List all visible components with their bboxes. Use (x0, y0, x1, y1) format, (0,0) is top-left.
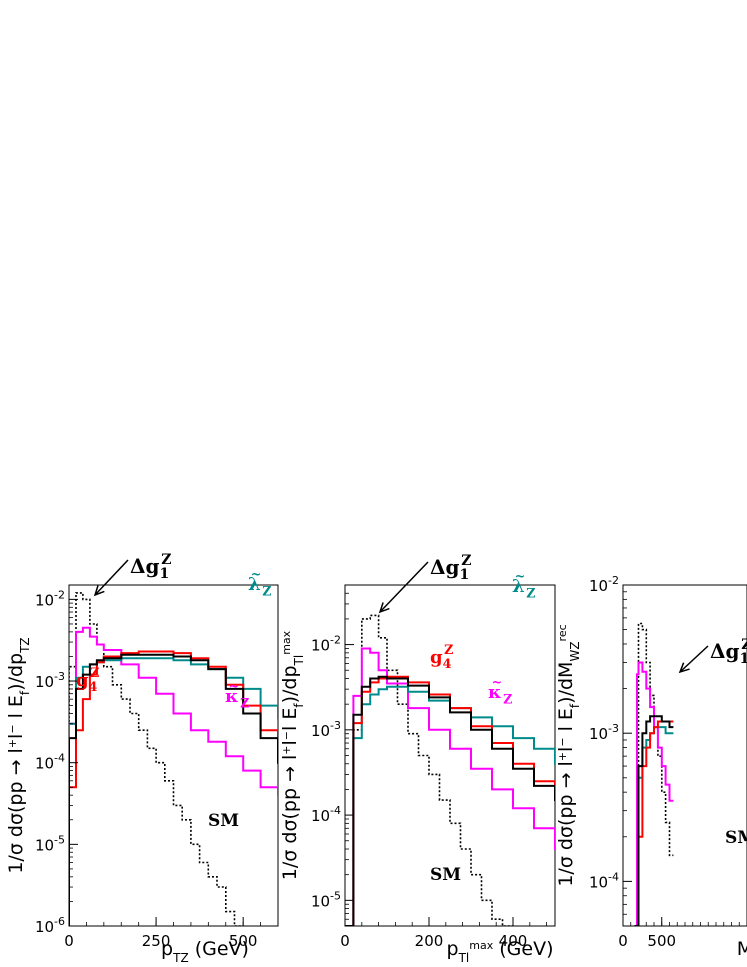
series-group (345, 614, 555, 926)
series-line-4 (634, 715, 674, 926)
y-tick-label: 10-3 (589, 722, 619, 743)
y-tick-label: 10-2 (589, 574, 619, 595)
label-delta-g1z: Δg1Z (430, 553, 472, 583)
y-tick-label: 10-4 (311, 804, 341, 825)
x-tick-label: 0 (340, 932, 350, 950)
y-tick-label: 10-4 (589, 870, 619, 891)
series-group (69, 592, 278, 926)
x-axis-label: pTZ (GeV) (161, 938, 249, 965)
plot-frame (68, 584, 279, 927)
x-tick-label: 0 (64, 932, 74, 950)
y-tick-label: 10-2 (311, 634, 341, 655)
annotation-arrow (379, 561, 429, 613)
series-line-3 (345, 675, 555, 926)
label-delta-g1z: Δg1Z (130, 552, 172, 582)
series-line-4 (345, 675, 555, 926)
label-kappa-z: κ~Z (488, 674, 512, 706)
panel-m-wz-rec: 0 500 10-4 10-3 10-2 M 1/σ dσ(pp → l+l− l Ef)/… (555, 574, 747, 960)
label-delta-g1z: Δg1Z (710, 637, 747, 667)
y-tick-label: 10-3 (35, 670, 65, 691)
x-tick-label: 200 (415, 932, 444, 950)
series-line-1 (69, 626, 278, 926)
series-line-2 (634, 726, 674, 926)
annotation-arrowhead (678, 662, 690, 674)
label-lambda-z: λ~Z (248, 566, 271, 598)
panel-pt-z: 0 250 500 10-6 10-5 10-4 10-3 10-2 pTZ (GeV) 1/σ … (5, 552, 279, 965)
series-line-1 (634, 661, 674, 926)
y-axis-label: 1/σ dσ(pp → l+l−l Ef)/dpTlmax (279, 630, 306, 880)
x-tick-label: 250 (142, 932, 171, 950)
series-line-3 (634, 720, 674, 926)
label-g4z: g4Z (76, 665, 99, 694)
series-line-0 (69, 592, 244, 926)
series-group (634, 622, 674, 926)
y-tick-label: 10-2 (35, 588, 65, 609)
series-line-0 (345, 614, 513, 926)
y-tick-label: 10-6 (35, 915, 65, 936)
panel-pt-lepton-max: 0 200 400 10-5 10-4 10-3 10-2 pTlmax (GeV) 1/σ d… (279, 553, 556, 965)
series-line-1 (345, 647, 555, 926)
series-line-2 (345, 685, 555, 926)
y-axis-label: 1/σ dσ(pp → l+l− l Ef)/dMWZrec (555, 624, 582, 886)
y-tick-label: 10-5 (311, 889, 341, 910)
label-g4z: g4Z (430, 642, 453, 671)
x-tick-label: 0 (618, 932, 628, 950)
x-axis-label: pTlmax (GeV) (447, 938, 554, 965)
y-tick-label: 10-4 (35, 752, 65, 773)
series-line-0 (634, 622, 674, 926)
x-tick-label: 400 (499, 932, 528, 950)
x-tick-label: 500 (229, 932, 258, 950)
label-sm: SM (725, 828, 747, 848)
label-sm: SM (208, 811, 239, 831)
label-kappa-z: κ~Z (225, 678, 249, 710)
label-sm: SM (430, 865, 461, 885)
annotation-arrowhead (378, 602, 390, 614)
series-line-2 (69, 657, 278, 926)
series-line-4 (69, 653, 278, 926)
annotation-arrow (679, 645, 709, 673)
label-lambda-z: λ~Z (512, 568, 535, 600)
annotation-arrowhead (93, 585, 105, 597)
y-tick-label: 10-3 (311, 719, 341, 740)
annotation-arrow (94, 559, 129, 596)
y-tick-label: 10-5 (35, 833, 65, 854)
y-axis-label: 1/σ dσ(pp → l+l− l Ef)/dpTZ (5, 637, 32, 873)
x-tick-label: 500 (647, 932, 676, 950)
x-axis-label: M (737, 938, 747, 960)
